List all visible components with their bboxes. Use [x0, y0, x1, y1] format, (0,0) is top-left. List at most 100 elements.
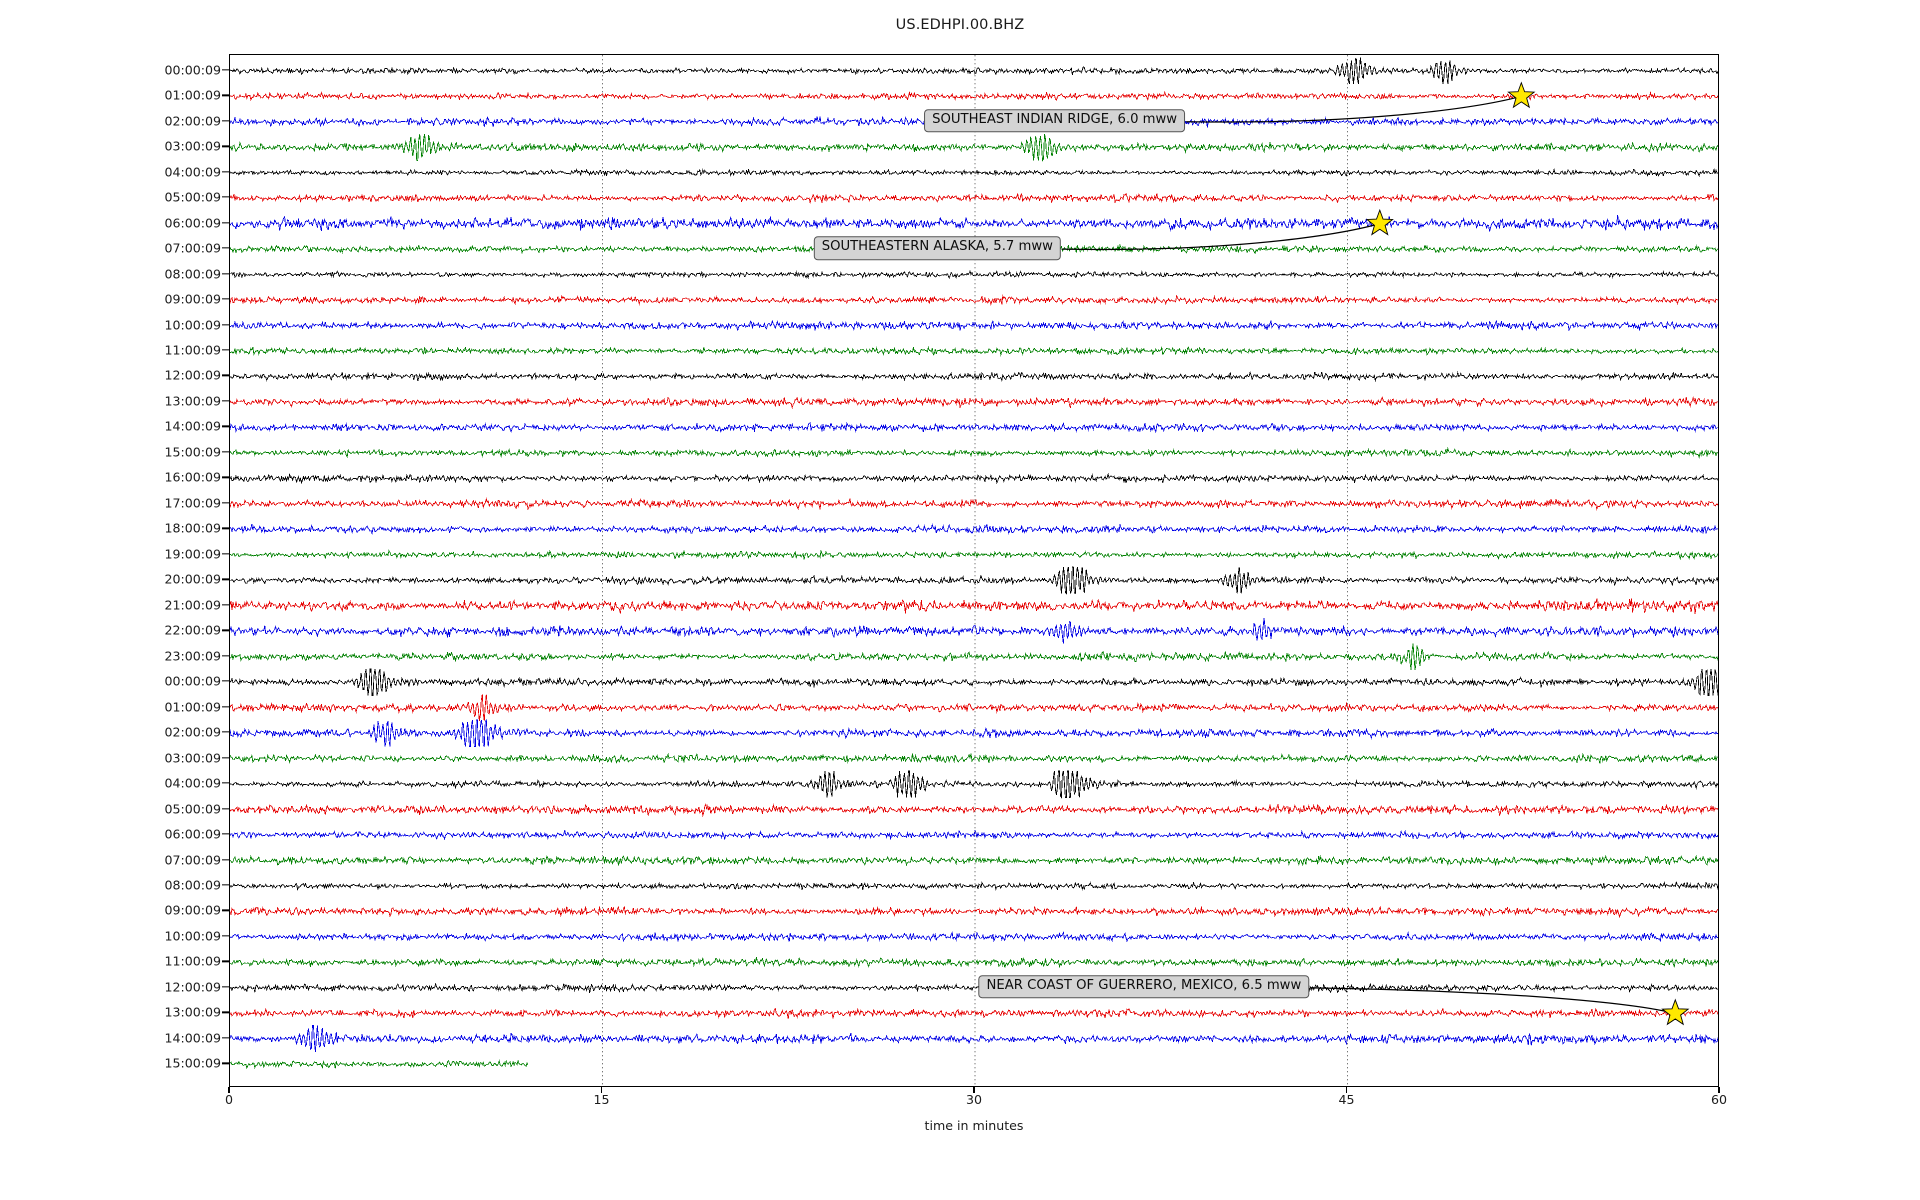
y-axis-tick-mark [222, 756, 229, 759]
y-axis-tick-mark [222, 884, 229, 886]
y-axis-tick-label: 12:00:09 [164, 979, 221, 995]
y-axis-tick-label: 01:00:09 [164, 699, 221, 715]
earthquake-star-marker[interactable] [1365, 208, 1394, 236]
y-axis-tick-label: 21:00:09 [164, 597, 221, 613]
plot-area [229, 54, 1719, 1087]
y-axis-tick-label: 09:00:09 [164, 902, 221, 918]
y-axis-tick-label: 17:00:09 [164, 495, 221, 511]
y-axis-tick-label: 00:00:09 [164, 62, 221, 78]
seismic-trace [230, 345, 1718, 357]
earthquake-star-marker[interactable] [1507, 81, 1536, 109]
y-axis-tick-mark [222, 298, 229, 300]
x-axis-tick-mark [600, 1087, 603, 1093]
y-axis-tick-label: 10:00:09 [164, 928, 221, 944]
y-axis-tick-mark [222, 680, 229, 682]
x-axis-tick-label: 15 [593, 1092, 610, 1107]
y-axis-tick-mark [222, 221, 229, 224]
page-title: US.EDHPI.00.BHZ [895, 17, 1025, 33]
y-axis-tick-mark [222, 196, 229, 198]
y-axis-tick-label: 11:00:09 [164, 342, 221, 358]
y-axis-tick-label: 00:00:09 [164, 673, 221, 689]
y-axis-tick-mark [222, 171, 229, 173]
y-axis-tick-label: 04:00:09 [164, 775, 221, 791]
y-axis-ticks [0, 54, 229, 1087]
y-axis-tick-mark [222, 986, 229, 988]
event-annotation-label[interactable]: NEAR COAST OF GUERRERO, MEXICO, 6.5 mww [978, 975, 1310, 999]
y-axis-tick-label: 23:00:09 [164, 648, 221, 664]
y-axis-tick-mark [222, 527, 229, 529]
y-axis-tick-mark [222, 1062, 229, 1064]
y-axis-tick-label: 05:00:09 [164, 189, 221, 205]
x-axis-tick-mark [228, 1087, 230, 1093]
seismic-trace [230, 668, 1718, 696]
y-axis-labels: 00:00:09 01:00:09 02:00:09 03:00:09 04:00:09… [0, 54, 221, 1087]
y-axis-tick-label: 06:00:09 [164, 826, 221, 842]
x-axis-tick-label: 0 [224, 1092, 234, 1107]
earthquake-star-marker[interactable] [1661, 998, 1690, 1026]
y-axis-tick-label: 15:00:09 [164, 1055, 221, 1071]
annotation-leader-line [1310, 987, 1676, 1015]
y-axis-tick-mark [222, 425, 229, 428]
y-axis-tick-mark [222, 578, 229, 580]
seismic-trace [230, 905, 1718, 919]
x-axis-tick-label: 60 [1710, 1092, 1728, 1107]
y-axis-tick-label: 14:00:09 [164, 418, 221, 434]
y-axis-tick-label: 10:00:09 [164, 317, 221, 333]
x-axis-label: time in minutes [924, 1118, 1024, 1133]
y-axis-tick-label: 22:00:09 [164, 622, 221, 638]
seismic-trace [230, 370, 1718, 382]
y-axis-tick-mark [222, 960, 229, 963]
y-axis-tick-label: 13:00:09 [164, 1004, 221, 1020]
y-axis-tick-mark [222, 323, 229, 326]
y-axis-tick-mark [222, 604, 229, 606]
grid-lines [602, 55, 1348, 1086]
y-axis-tick-mark [222, 731, 229, 733]
y-axis-tick-label: 08:00:09 [164, 877, 221, 893]
seismic-trace [230, 770, 1718, 799]
y-axis-tick-label: 07:00:09 [164, 240, 221, 256]
y-axis-tick-label: 04:00:09 [164, 164, 221, 180]
annotation-leader-line [1061, 222, 1380, 251]
event-annotation-label[interactable]: SOUTHEASTERN ALASKA, 5.7 mww [813, 236, 1061, 260]
y-axis-tick-label: 02:00:09 [164, 113, 221, 129]
seismic-trace [230, 269, 1718, 280]
seismic-trace [230, 497, 1718, 511]
seismic-trace [230, 167, 1718, 178]
seismic-trace [230, 446, 1718, 459]
y-axis-tick-label: 15:00:09 [164, 444, 221, 460]
y-axis-tick-mark [222, 374, 229, 377]
seismic-trace [230, 57, 1718, 85]
y-axis-tick-label: 03:00:09 [164, 138, 221, 154]
seismic-trace [230, 829, 1718, 841]
y-axis-tick-label: 12:00:09 [164, 367, 221, 383]
y-axis-tick-mark [222, 706, 229, 708]
x-axis-tick-label: 45 [1338, 1092, 1355, 1107]
seismic-trace [230, 1059, 529, 1070]
seismic-trace [230, 215, 1718, 232]
y-axis-tick-mark [222, 120, 229, 122]
y-axis-tick-label: 03:00:09 [164, 750, 221, 766]
seismic-trace [230, 956, 1718, 969]
event-markers-overlay [1061, 81, 1690, 1026]
seismic-trace [230, 752, 1718, 765]
y-axis-tick-mark [222, 782, 229, 784]
y-axis-tick-label: 20:00:09 [164, 571, 221, 587]
seismic-trace [230, 90, 1718, 102]
y-axis-tick-label: 06:00:09 [164, 215, 221, 231]
y-axis-tick-mark [222, 833, 229, 835]
y-axis-tick-mark [222, 909, 229, 912]
y-axis-tick-label: 16:00:09 [164, 469, 221, 485]
event-annotation-label[interactable]: SOUTHEAST INDIAN RIDGE, 6.0 mww [924, 108, 1186, 133]
y-axis-tick-mark [222, 247, 229, 249]
y-axis-tick-mark [222, 476, 229, 479]
y-axis-tick-mark [222, 655, 229, 657]
y-axis-tick-label: 07:00:09 [164, 852, 221, 867]
y-axis-tick-mark [222, 272, 229, 275]
y-axis-tick-mark [222, 400, 229, 402]
seismic-trace [230, 294, 1718, 306]
y-axis-tick-mark [222, 807, 229, 810]
y-axis-tick-label: 18:00:09 [164, 520, 221, 536]
x-axis-tick-mark [1345, 1087, 1348, 1093]
y-axis-tick-mark [222, 94, 229, 96]
